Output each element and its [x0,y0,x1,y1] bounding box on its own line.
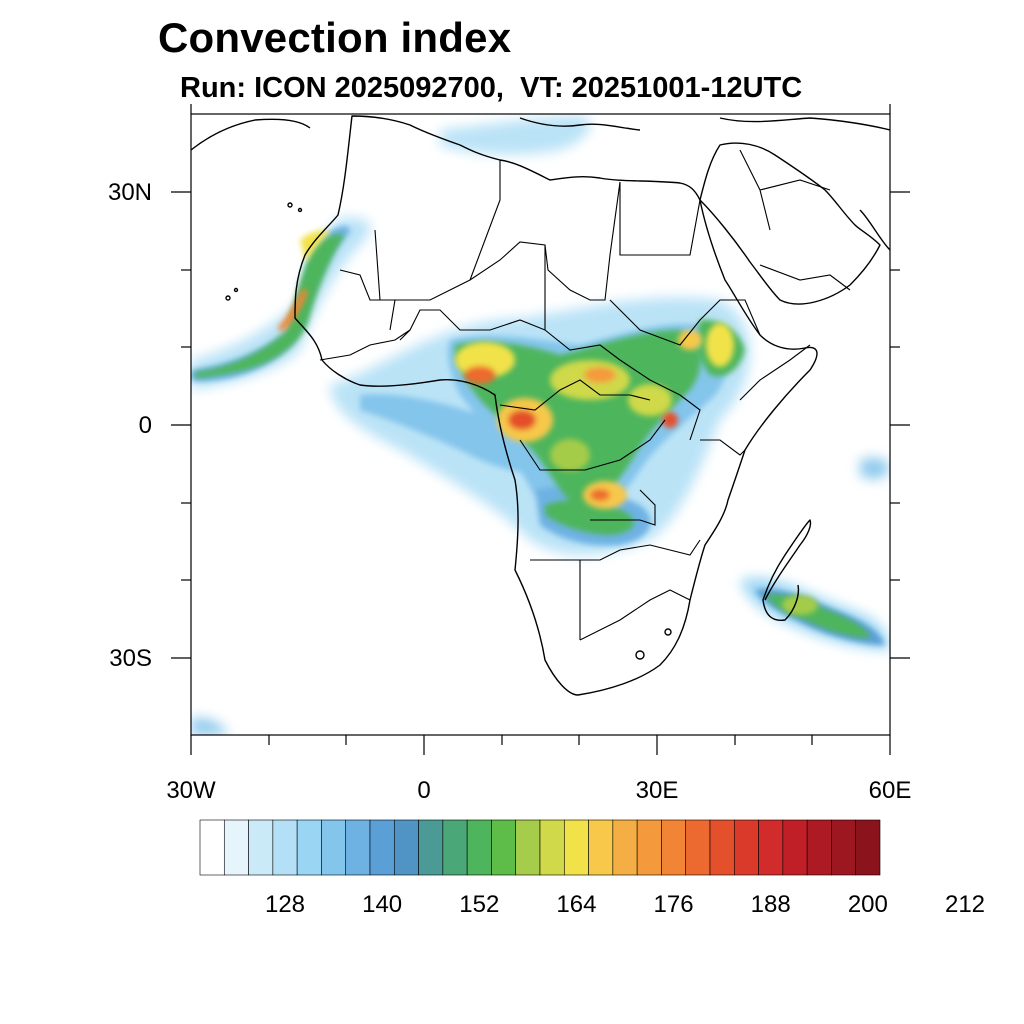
colorbar-swatch [393,819,419,876]
colorbar-swatch [563,819,589,876]
colorbar-swatch [491,819,517,876]
colorbar-swatch [685,819,711,876]
y-tick-label: 30N [108,179,152,206]
y-tick-label: 30S [109,645,152,672]
colorbar-swatch [466,819,492,876]
x-tick-label: 30W [166,777,216,804]
axis-ticks [171,104,910,755]
colorbar-swatch [515,819,541,876]
colorbar-swatch [199,819,225,876]
colorbar-label: 128 [265,891,305,918]
colorbar-swatch [636,819,662,876]
y-tick-label: 0 [139,412,152,439]
colorbar-swatch [612,819,638,876]
colorbar-swatch [442,819,468,876]
x-tick-label: 60E [869,777,912,804]
colorbar-swatch [345,819,371,876]
colorbar-label: 152 [459,891,499,918]
colorbar-swatch [539,819,565,876]
colorbar [199,819,881,876]
map-title: Convection index [158,14,512,61]
colorbar-label: 176 [654,891,694,918]
colorbar-swatch [782,819,808,876]
colorbar-swatch [248,819,274,876]
country-borders [319,149,851,641]
colorbar-swatch [272,819,298,876]
colorbar-label: 164 [556,891,596,918]
convection-field [191,115,890,735]
colorbar-swatch [418,819,444,876]
map-subtitle: Run: ICON 2025092700, VT: 20251001-12UTC [180,72,803,104]
colorbar-swatch [588,819,614,876]
colorbar-swatch [733,819,759,876]
colorbar-swatch [831,819,857,876]
x-tick-label: 30E [636,777,679,804]
x-tick-label: 0 [417,777,430,804]
colorbar-swatch [855,819,881,876]
colorbar-swatch [806,819,832,876]
colorbar-label: 200 [848,891,888,918]
colorbar-swatch [321,819,347,876]
colorbar-swatch [296,819,322,876]
colorbar-swatch [661,819,687,876]
coastlines [191,115,890,696]
colorbar-swatch [758,819,784,876]
colorbar-label: 140 [362,891,402,918]
colorbar-label: 212 [945,891,985,918]
colorbar-swatch [223,819,249,876]
colorbar-label: 188 [751,891,791,918]
colorbar-swatch [709,819,735,876]
colorbar-swatch [369,819,395,876]
colorbar-labels: 128140152164176188200212224236 [265,891,985,918]
